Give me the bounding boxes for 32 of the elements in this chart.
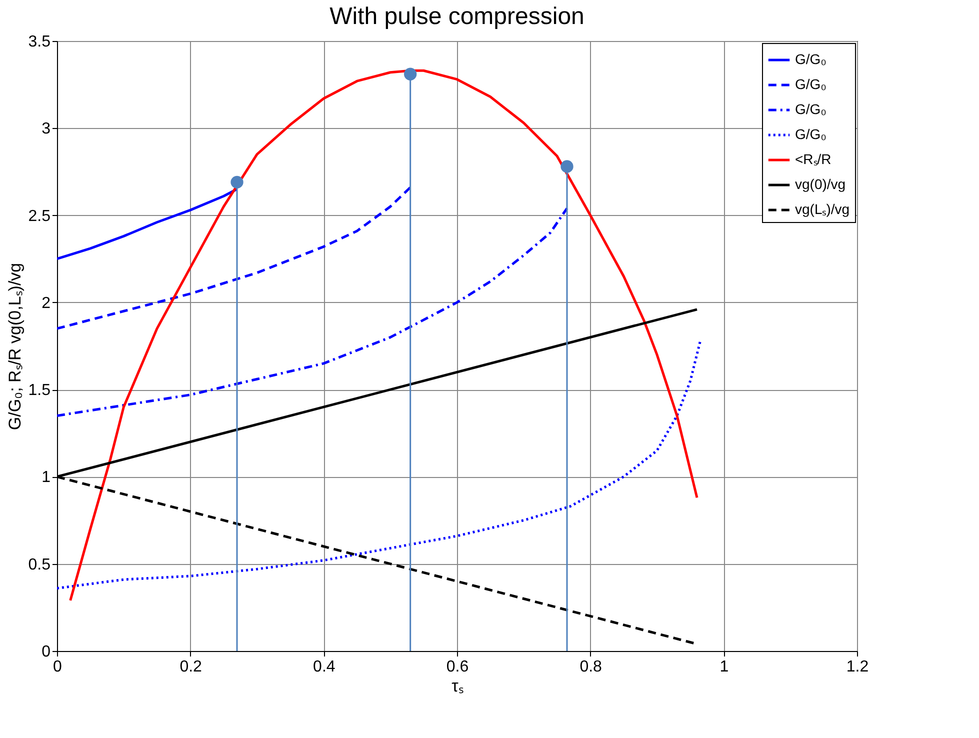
- y-tick-label: 0: [42, 644, 51, 660]
- legend-label: G/G₀: [795, 76, 827, 92]
- line-series: [69, 69, 698, 602]
- y-tick-label: 0.5: [28, 556, 51, 574]
- line-series: [57, 207, 568, 417]
- y-axis-title: G/G₀; Rₛ/R vg(0,Lₛ)/vg: [5, 262, 24, 430]
- legend-label: <Rₛ/R: [795, 151, 832, 167]
- x-tick-label: 0.4: [313, 658, 336, 676]
- y-tick-label: 3: [42, 120, 51, 138]
- legend-label: vg(Lₛ)/vg: [795, 201, 850, 217]
- x-tick-label: 0: [53, 658, 62, 676]
- point: [560, 160, 574, 173]
- y-tick-label: 2: [42, 294, 51, 312]
- x-tick-label: 0.2: [180, 658, 202, 676]
- y-tick-label: 1: [42, 469, 51, 486]
- x-tick-label: 0.8: [580, 658, 602, 676]
- y-tick-label: 2.5: [28, 208, 51, 225]
- point: [230, 176, 244, 188]
- chart-title: With pulse compression: [330, 3, 584, 30]
- legend-label: G/G₀: [795, 126, 827, 142]
- x-tick-label: 1.2: [846, 658, 869, 676]
- point: [404, 68, 417, 80]
- y-tick-label: 1.5: [28, 382, 51, 400]
- line-series: [57, 186, 412, 330]
- legend-label: G/G₀: [795, 101, 827, 117]
- x-tick-label: 1: [720, 658, 729, 676]
- line-series: [57, 340, 702, 590]
- y-tick-label: 3.5: [28, 34, 51, 50]
- x-tick-label: 0.6: [446, 658, 469, 676]
- legend-label: G/G₀: [795, 51, 827, 67]
- legend-label: vg(0)/vg: [795, 176, 846, 192]
- x-axis-title: τₛ: [452, 676, 464, 696]
